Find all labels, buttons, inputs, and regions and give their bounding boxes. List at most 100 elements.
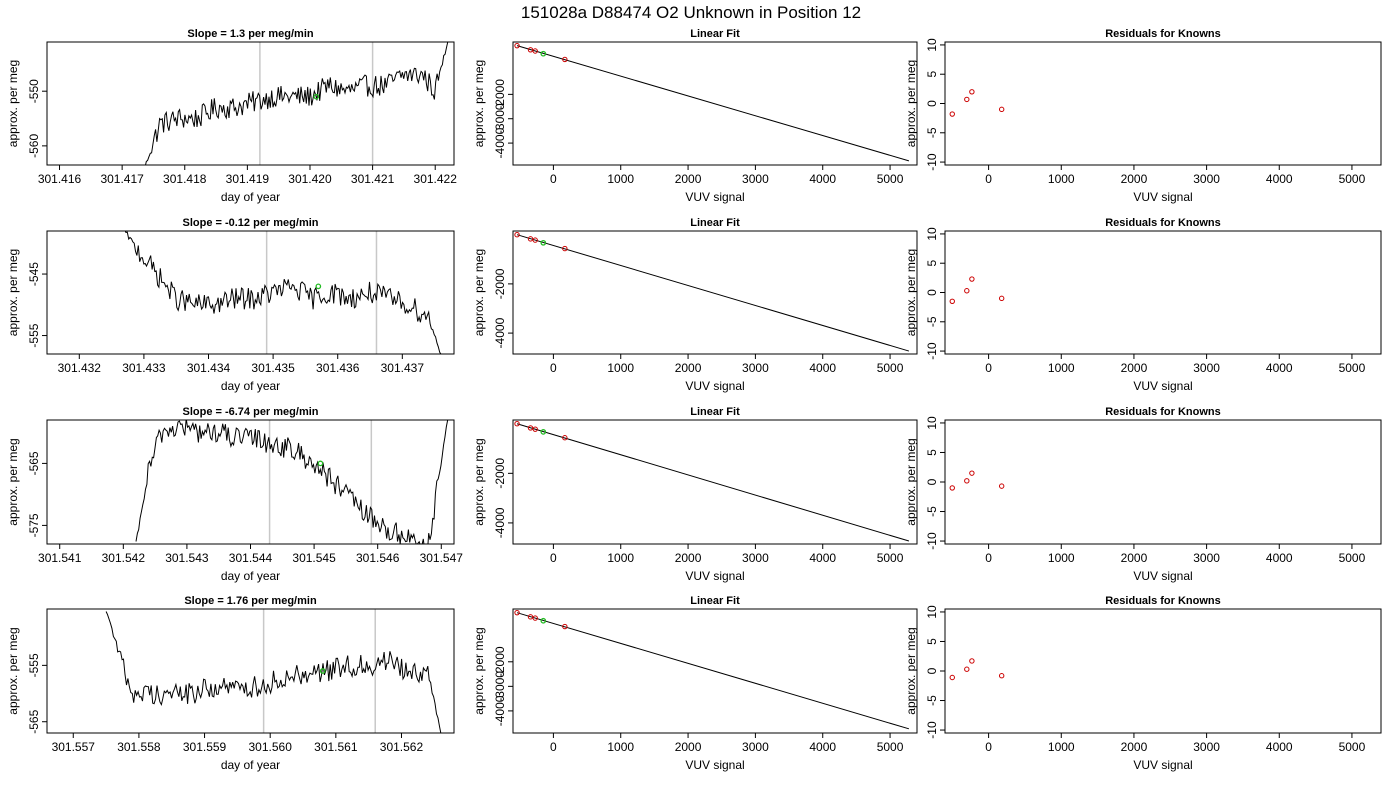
x-tick-label: 1000	[1048, 740, 1075, 754]
y-tick-label: 0	[925, 289, 939, 296]
x-tick-label: 5000	[1339, 172, 1366, 186]
y-axis-label: approx. per meg	[472, 438, 486, 525]
plot-frame	[512, 230, 918, 355]
unknown-point	[540, 429, 547, 435]
x-tick-label: 2000	[1121, 551, 1148, 565]
x-axis-label: day of year	[221, 190, 280, 204]
x-tick-label: 301.545	[292, 551, 336, 565]
y-tick-label: -555	[27, 653, 41, 677]
known-point	[514, 231, 520, 238]
x-axis-label: VUV signal	[1133, 569, 1192, 583]
known-point	[532, 237, 538, 243]
x-tick-label: 3000	[1193, 172, 1220, 186]
y-tick-label: -545	[27, 262, 41, 286]
x-tick-label: 301.561	[314, 740, 358, 754]
panel-3-3: Residuals for Knowns 0 1000 2000 3000 4000 500…	[904, 406, 1382, 583]
x-axis-label: VUV signal	[1133, 379, 1192, 393]
x-tick-label: 0	[550, 361, 557, 375]
known-point	[532, 48, 538, 54]
x-tick-label: 301.541	[38, 551, 82, 565]
x-tick-label: 301.436	[316, 361, 360, 375]
x-tick-label: 3000	[742, 740, 769, 754]
x-axis-label: VUV signal	[685, 190, 744, 204]
plot-frame	[944, 41, 1382, 166]
plot-area	[514, 231, 910, 352]
x-tick-label: 1000	[607, 361, 634, 375]
known-point	[532, 615, 538, 621]
x-tick-label: 301.559	[183, 740, 227, 754]
y-tick-label: 0	[925, 478, 939, 485]
x-tick-label: 301.543	[165, 551, 209, 565]
x-tick-label: 301.434	[187, 361, 231, 375]
signal-trace	[124, 231, 442, 354]
x-tick-label: 301.419	[226, 172, 270, 186]
known-point	[562, 435, 568, 441]
panel-title: Slope = 1.76 per meg/min	[184, 595, 317, 607]
residual-point	[969, 658, 975, 664]
x-tick-label: 301.544	[229, 551, 273, 565]
x-tick-label: 4000	[809, 551, 836, 565]
plot-area	[949, 470, 1005, 491]
y-tick-label: -4000	[493, 507, 507, 538]
x-tick-label: 4000	[1266, 551, 1293, 565]
fit-line	[516, 234, 910, 352]
plot-area	[514, 609, 910, 730]
known-point	[527, 47, 534, 53]
x-tick-label: 5000	[1339, 361, 1366, 375]
y-tick-label: 5	[925, 260, 939, 267]
plot-area	[145, 42, 449, 165]
plot-area	[514, 421, 910, 542]
y-tick-label: -4000	[493, 127, 507, 158]
panel-3-2: Linear Fit 0 1000 2000 3000 4000 5000 -2000 -400…	[472, 406, 918, 583]
x-tick-label: 301.432	[58, 361, 102, 375]
x-tick-label: 4000	[1266, 361, 1293, 375]
residual-point	[949, 674, 955, 681]
x-tick-label: 2000	[1121, 740, 1148, 754]
y-axis-label: approx. per meg	[472, 60, 486, 147]
y-tick-label: 0	[925, 100, 939, 107]
fit-line	[516, 45, 910, 162]
residual-point	[969, 89, 975, 95]
y-tick-label: -550	[27, 79, 41, 103]
plot-frame	[46, 608, 455, 734]
known-point	[532, 426, 538, 432]
unknown-point	[540, 50, 547, 57]
x-tick-label: 0	[985, 361, 992, 375]
x-tick-label: 301.421	[351, 172, 395, 186]
x-tick-label: 3000	[1193, 740, 1220, 754]
y-tick-label: -10	[925, 342, 939, 360]
x-tick-label: 301.418	[163, 172, 207, 186]
unknown-point	[315, 283, 322, 290]
residual-point	[998, 106, 1005, 113]
plot-frame	[944, 419, 1382, 545]
x-tick-label: 0	[985, 551, 992, 565]
panel-title: Linear Fit	[690, 406, 740, 418]
known-point	[527, 614, 534, 620]
y-tick-label: -560	[27, 134, 41, 158]
y-tick-label: 10	[925, 605, 939, 619]
x-tick-label: 3000	[1193, 551, 1220, 565]
fit-line	[516, 423, 910, 542]
panel-2-2: Linear Fit 0 1000 2000 3000 4000 5000 -2000 -400…	[472, 217, 918, 393]
x-tick-label: 2000	[1121, 361, 1148, 375]
unknown-point	[319, 668, 326, 674]
x-tick-label: 301.422	[414, 172, 458, 186]
x-tick-label: 1000	[1048, 361, 1075, 375]
y-tick-label: -555	[27, 323, 41, 347]
y-tick-label: -2000	[493, 268, 507, 299]
unknown-point	[313, 93, 320, 100]
unknown-point	[540, 617, 547, 624]
y-axis-label: approx. per meg	[6, 249, 20, 336]
y-tick-label: -10	[925, 153, 939, 171]
known-point	[527, 425, 534, 431]
signal-trace	[105, 611, 442, 733]
x-axis-label: VUV signal	[685, 379, 744, 393]
plot-area	[949, 276, 1005, 304]
x-tick-label: 0	[550, 551, 557, 565]
x-tick-label: 1000	[607, 551, 634, 565]
unknown-point	[540, 239, 547, 246]
y-tick-label: -2000	[493, 79, 507, 110]
y-tick-label: -3000	[493, 103, 507, 134]
y-tick-label: -5	[925, 506, 939, 517]
y-axis-label: approx. per meg	[6, 627, 20, 714]
